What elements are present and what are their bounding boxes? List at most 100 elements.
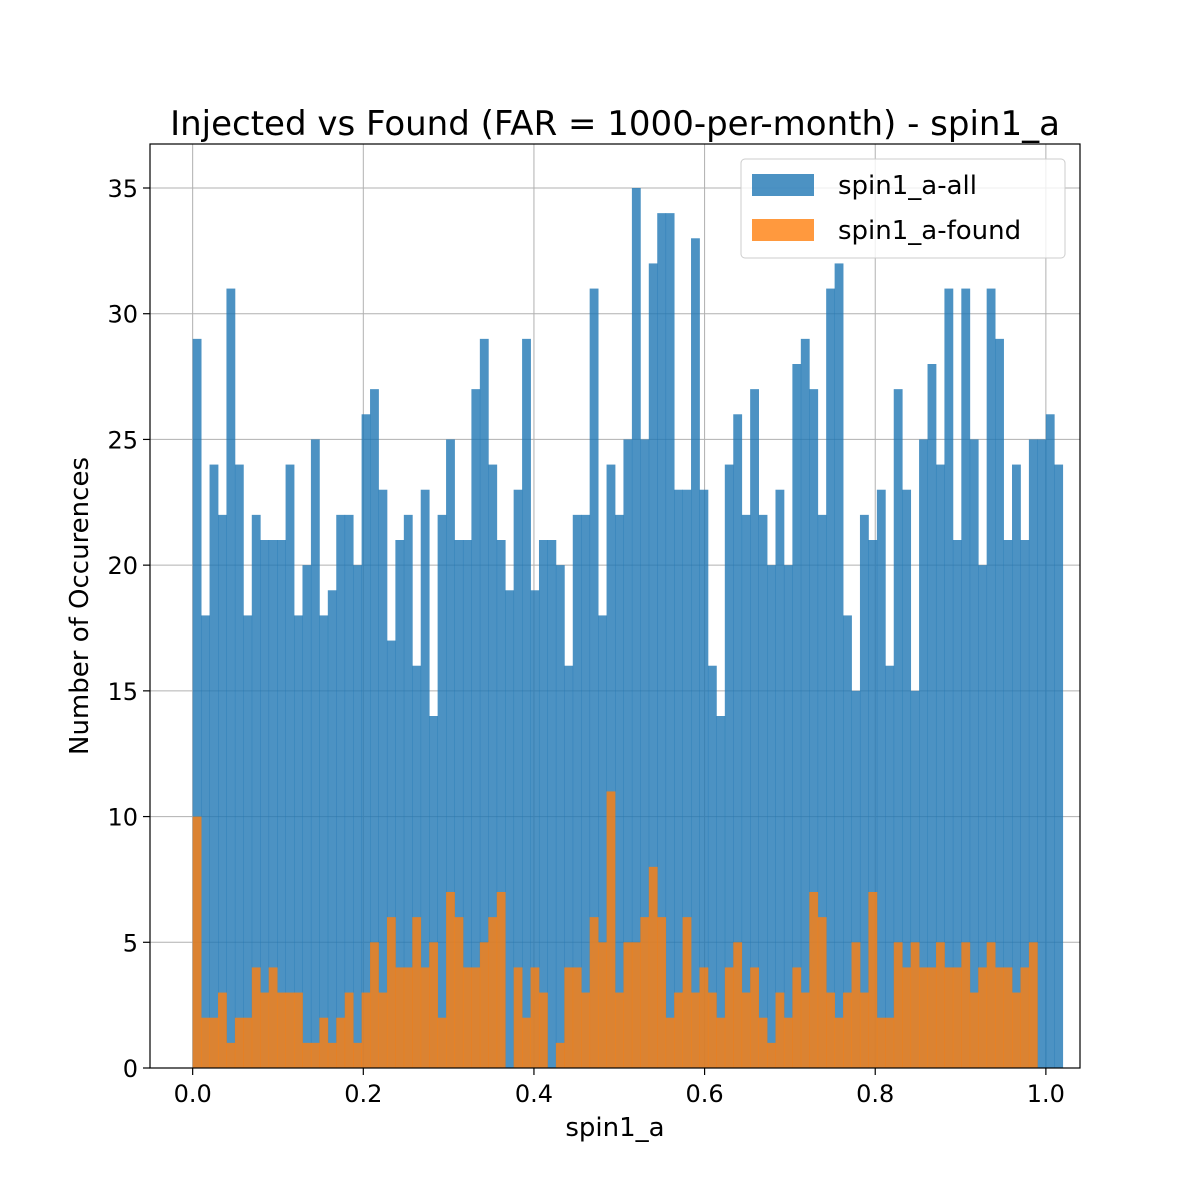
spin1-a-found-bar (665, 1017, 675, 1068)
spin1-a-found-bar (817, 917, 827, 1068)
spin1-a-all-bar (429, 716, 439, 1068)
spin1-a-all-bar (446, 439, 455, 1068)
spin1-a-all-bar (378, 489, 388, 1068)
spin1-a-all-bar (513, 489, 523, 1068)
spin1-a-all-bar (353, 565, 362, 1068)
y-axis-ticks: 0 5 10 15 20 25 30 35 (107, 175, 150, 1083)
spin1-a-found-bar (344, 992, 354, 1068)
spin1-a-all-bar (319, 615, 329, 1068)
spin1-a-all-bar (944, 288, 954, 1069)
spin1-a-found-bar (243, 1017, 253, 1068)
spin1-a-all-bar (851, 690, 861, 1068)
spin1-a-found-bar (277, 992, 286, 1068)
spin1-a-found-bar (758, 1017, 768, 1068)
y-tick-label: 20 (107, 552, 138, 580)
y-axis-label: Number of Occurences (65, 457, 95, 755)
spin1-a-found-bar (319, 1017, 329, 1068)
spin1-a-found-bar (310, 1042, 320, 1068)
spin1-a-all-bar (294, 615, 303, 1068)
spin1-a-all-bar (817, 514, 827, 1068)
spin1-a-all-bar (420, 489, 430, 1068)
spin1-a-found-bar (995, 967, 1004, 1068)
spin1-a-all-bar (876, 489, 886, 1068)
spin1-a-found-bar (192, 816, 202, 1068)
spin1-a-found-bar (961, 942, 971, 1068)
spin1-a-all-bar (522, 338, 531, 1068)
y-tick-label: 15 (107, 678, 138, 706)
spin1-a-found-bar (952, 967, 962, 1068)
x-tick-label: 0.6 (686, 1080, 724, 1108)
spin1-a-all-bar (716, 716, 726, 1068)
x-axis-ticks: 0.0 0.2 0.4 0.6 0.8 1.0 (174, 1068, 1065, 1108)
spin1-a-found-bar (851, 942, 861, 1068)
spin1-a-all-bar (234, 464, 244, 1069)
spin1-a-found-bar (251, 967, 261, 1068)
spin1-a-all-bar (547, 540, 557, 1068)
spin1-a-all-bar (412, 665, 422, 1068)
spin1-a-all-bar (868, 540, 878, 1068)
spin1-a-found-bar (1028, 942, 1038, 1068)
spin1-a-all-bar (454, 540, 464, 1068)
spin1-a-all-bar (969, 439, 979, 1068)
spin1-a-found-bar (910, 942, 920, 1068)
spin1-a-all-bar (386, 640, 396, 1068)
plot-frame (149, 143, 1081, 1069)
spin1-a-found-bar (868, 892, 878, 1068)
spin1-a-all-bar (1054, 464, 1064, 1069)
spin1-a-found-bar (201, 1017, 210, 1068)
spin1-a-all-bar (403, 514, 413, 1068)
y-tick-label: 5 (123, 929, 138, 957)
spin1-a-all-bar (919, 439, 928, 1068)
spin1-a-all-bar (243, 615, 253, 1068)
spin1-a-found-bar (606, 791, 616, 1068)
spin1-a-all-bar (395, 540, 405, 1068)
spin1-a-found-bar (386, 917, 396, 1068)
x-tick-label: 1.0 (1027, 1080, 1065, 1108)
spin1-a-all-bar (615, 514, 624, 1068)
spin1-a-found-bar (589, 917, 599, 1068)
spin1-a-found-bar (353, 1042, 362, 1068)
spin1-a-found-bar (513, 967, 523, 1068)
spin1-a-all-bar (648, 263, 658, 1068)
spin1-a-all-bar (192, 338, 202, 1068)
spin1-a-all-bar (733, 414, 743, 1068)
spin1-a-all-bar (809, 389, 819, 1069)
spin1-a-all-bar (437, 514, 447, 1068)
spin1-a-found-bar (783, 1017, 793, 1068)
spin1-a-all-bar (251, 514, 261, 1068)
legend-label-found: spin1_a-found (838, 216, 1021, 246)
spin1-a-all-bar (935, 464, 945, 1069)
spin1-a-all-bar (741, 514, 751, 1068)
spin1-a-found-bar (378, 992, 388, 1068)
spin1-a-all-bar (1045, 414, 1055, 1068)
spin1-a-found-bar (935, 942, 945, 1068)
spin1-a-found-bar (1011, 992, 1021, 1068)
spin1-a-all-bar (775, 489, 785, 1068)
legend-label-all: spin1_a-all (838, 171, 977, 201)
spin1-a-found-bar (750, 967, 759, 1068)
spin1-a-found-bar (218, 992, 227, 1068)
spin1-a-all-bar (640, 439, 650, 1068)
x-tick-label: 0.4 (515, 1080, 553, 1108)
spin1-a-all-bar (226, 288, 236, 1069)
spin1-a-found-bar (1003, 967, 1013, 1068)
spin1-a-all-bar (572, 514, 582, 1068)
spin1-a-all-bar (665, 213, 675, 1069)
legend: spin1_a-all spin1_a-found (740, 158, 1066, 259)
spin1-a-found-bar (885, 1017, 895, 1068)
spin1-a-found-bar (674, 992, 683, 1068)
spin1-a-all-bar (1037, 439, 1047, 1068)
spin1-a-all-bar (589, 288, 599, 1069)
spin1-a-found-bar (978, 967, 988, 1068)
y-tick-label: 10 (107, 804, 138, 832)
spin1-a-all-bar (952, 540, 962, 1068)
spin1-a-found-bar (969, 992, 979, 1068)
spin1-a-found-bar (429, 942, 439, 1068)
spin1-a-all-bar (598, 615, 607, 1068)
spin1-a-all-bar (370, 389, 379, 1069)
spin1-a-found-bar (226, 1042, 236, 1068)
spin1-a-found-bar (268, 967, 278, 1068)
spin1-a-found-bar (834, 1017, 844, 1068)
spin1-a-all-bar (792, 364, 802, 1068)
x-tick-label: 0.0 (174, 1080, 212, 1108)
